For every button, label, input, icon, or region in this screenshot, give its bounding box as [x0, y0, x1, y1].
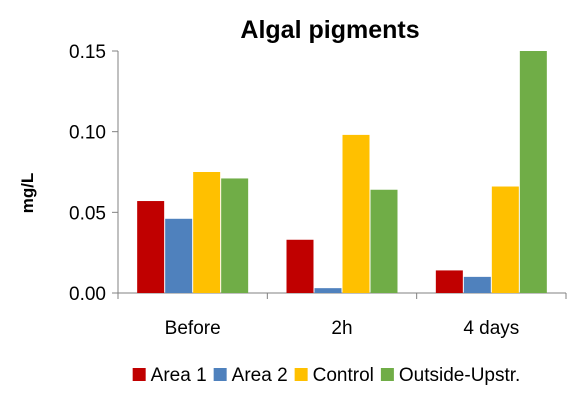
bar-outside-upstr-4-days: [519, 51, 547, 293]
legend: Area 1 Area 2 Control Outside-Upstr.: [132, 365, 520, 386]
legend-swatch: [213, 368, 227, 381]
bar-area-1-2h: [286, 239, 314, 293]
legend-item: Area 2: [213, 365, 288, 386]
x-tick-label: 4 days: [463, 318, 519, 339]
legend-swatch: [294, 368, 308, 381]
bar-area-2-before: [165, 218, 193, 293]
legend-item: Area 1: [132, 365, 207, 386]
y-axis-label: mg/L: [18, 173, 37, 214]
legend-item: Outside-Upstr.: [380, 365, 520, 386]
chart-title: Algal pigments: [240, 16, 419, 44]
legend-label: Area 1: [151, 365, 207, 386]
legend-item: Control: [294, 365, 374, 386]
legend-label: Outside-Upstr.: [399, 365, 520, 386]
legend-swatch: [380, 368, 394, 381]
x-tick-label: 2h: [331, 318, 352, 339]
legend-label: Control: [313, 365, 374, 386]
bar-control-4-days: [491, 186, 519, 293]
x-tick-label: Before: [165, 318, 221, 339]
plot-area: 0.00 0.05 0.10 0.15 Before 2h 4 days: [69, 42, 567, 339]
bar-area-2-4-days: [463, 276, 491, 293]
y-tick-label: 0.00: [69, 284, 106, 305]
y-tick-label: 0.10: [69, 123, 106, 144]
bar-area-1-before: [137, 201, 165, 293]
legend-swatch: [132, 368, 146, 381]
legend-label: Area 2: [232, 365, 288, 386]
bar-control-before: [193, 172, 221, 293]
y-tick-label: 0.05: [69, 203, 106, 224]
bar-control-2h: [342, 134, 370, 293]
y-tick-label: 0.15: [69, 42, 106, 63]
bar-outside-upstr-before: [221, 178, 249, 293]
bar-area-2-2h: [314, 288, 342, 293]
bar-outside-upstr-2h: [370, 189, 398, 293]
bar-area-1-4-days: [435, 270, 463, 293]
